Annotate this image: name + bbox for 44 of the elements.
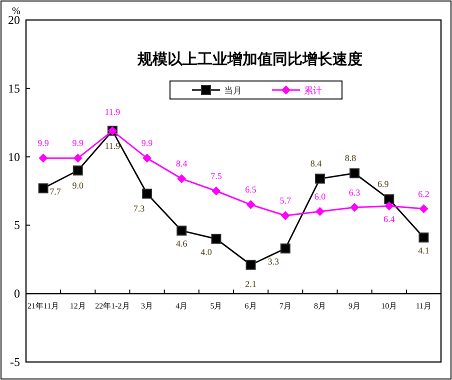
data-label: 6.9 xyxy=(378,179,390,190)
x-tick-label: 8月 xyxy=(314,302,326,311)
data-label: 2.1 xyxy=(245,278,256,289)
x-tick-label: 3月 xyxy=(141,302,154,311)
data-label: 4.1 xyxy=(418,246,430,256)
y-tick-label: 0 xyxy=(14,286,20,301)
data-label: 9.9 xyxy=(141,138,154,148)
data-label: 11.9 xyxy=(104,140,121,151)
data-label: 9.0 xyxy=(72,180,84,190)
data-label: 6.5 xyxy=(245,184,257,195)
data-label: 9.9 xyxy=(72,138,84,148)
text: 规模以上工业增加值同比增长速度 xyxy=(136,50,362,68)
y-tick-label: 15 xyxy=(8,81,20,96)
data-label: 7.3 xyxy=(133,204,146,214)
x-tick-label: 4月 xyxy=(176,302,188,311)
data-label: 6.4 xyxy=(384,214,396,224)
legend-label: 当月 xyxy=(224,86,242,96)
y-tick-label: 10 xyxy=(8,150,20,164)
y-tick-label: 5 xyxy=(14,218,20,232)
data-label: 5.7 xyxy=(280,196,292,206)
legend-label: 累计 xyxy=(304,86,322,96)
y-tick-label: -5 xyxy=(10,355,20,369)
data-label: 7.7 xyxy=(50,186,62,196)
x-tick-label: 22年1-2月 xyxy=(95,302,130,311)
x-tick-label: 5月 xyxy=(210,302,222,311)
data-label: 4.0 xyxy=(200,246,212,257)
data-label: 6.2 xyxy=(418,188,430,199)
data-label: 7.5 xyxy=(210,171,222,181)
data-label: 4.6 xyxy=(176,238,188,249)
data-label: 3.3 xyxy=(268,256,280,266)
data-label: 8.8 xyxy=(344,153,357,164)
data-label: 9.9 xyxy=(38,138,50,148)
data-label: 8.4 xyxy=(310,158,322,169)
x-tick-label: 11月 xyxy=(416,302,432,311)
x-tick-label: 12月 xyxy=(70,302,86,311)
data-label: 6.0 xyxy=(314,192,326,202)
x-tick-label: 6月 xyxy=(244,302,257,311)
x-tick-label: 10月 xyxy=(381,302,398,311)
x-tick-label: 21年11月 xyxy=(27,302,60,311)
data-label: 6.3 xyxy=(348,187,361,198)
x-tick-label: 9月 xyxy=(348,302,361,311)
data-label: 8.4 xyxy=(176,158,188,169)
data-label: 11.9 xyxy=(104,106,121,117)
x-tick-label: 7月 xyxy=(279,302,292,311)
